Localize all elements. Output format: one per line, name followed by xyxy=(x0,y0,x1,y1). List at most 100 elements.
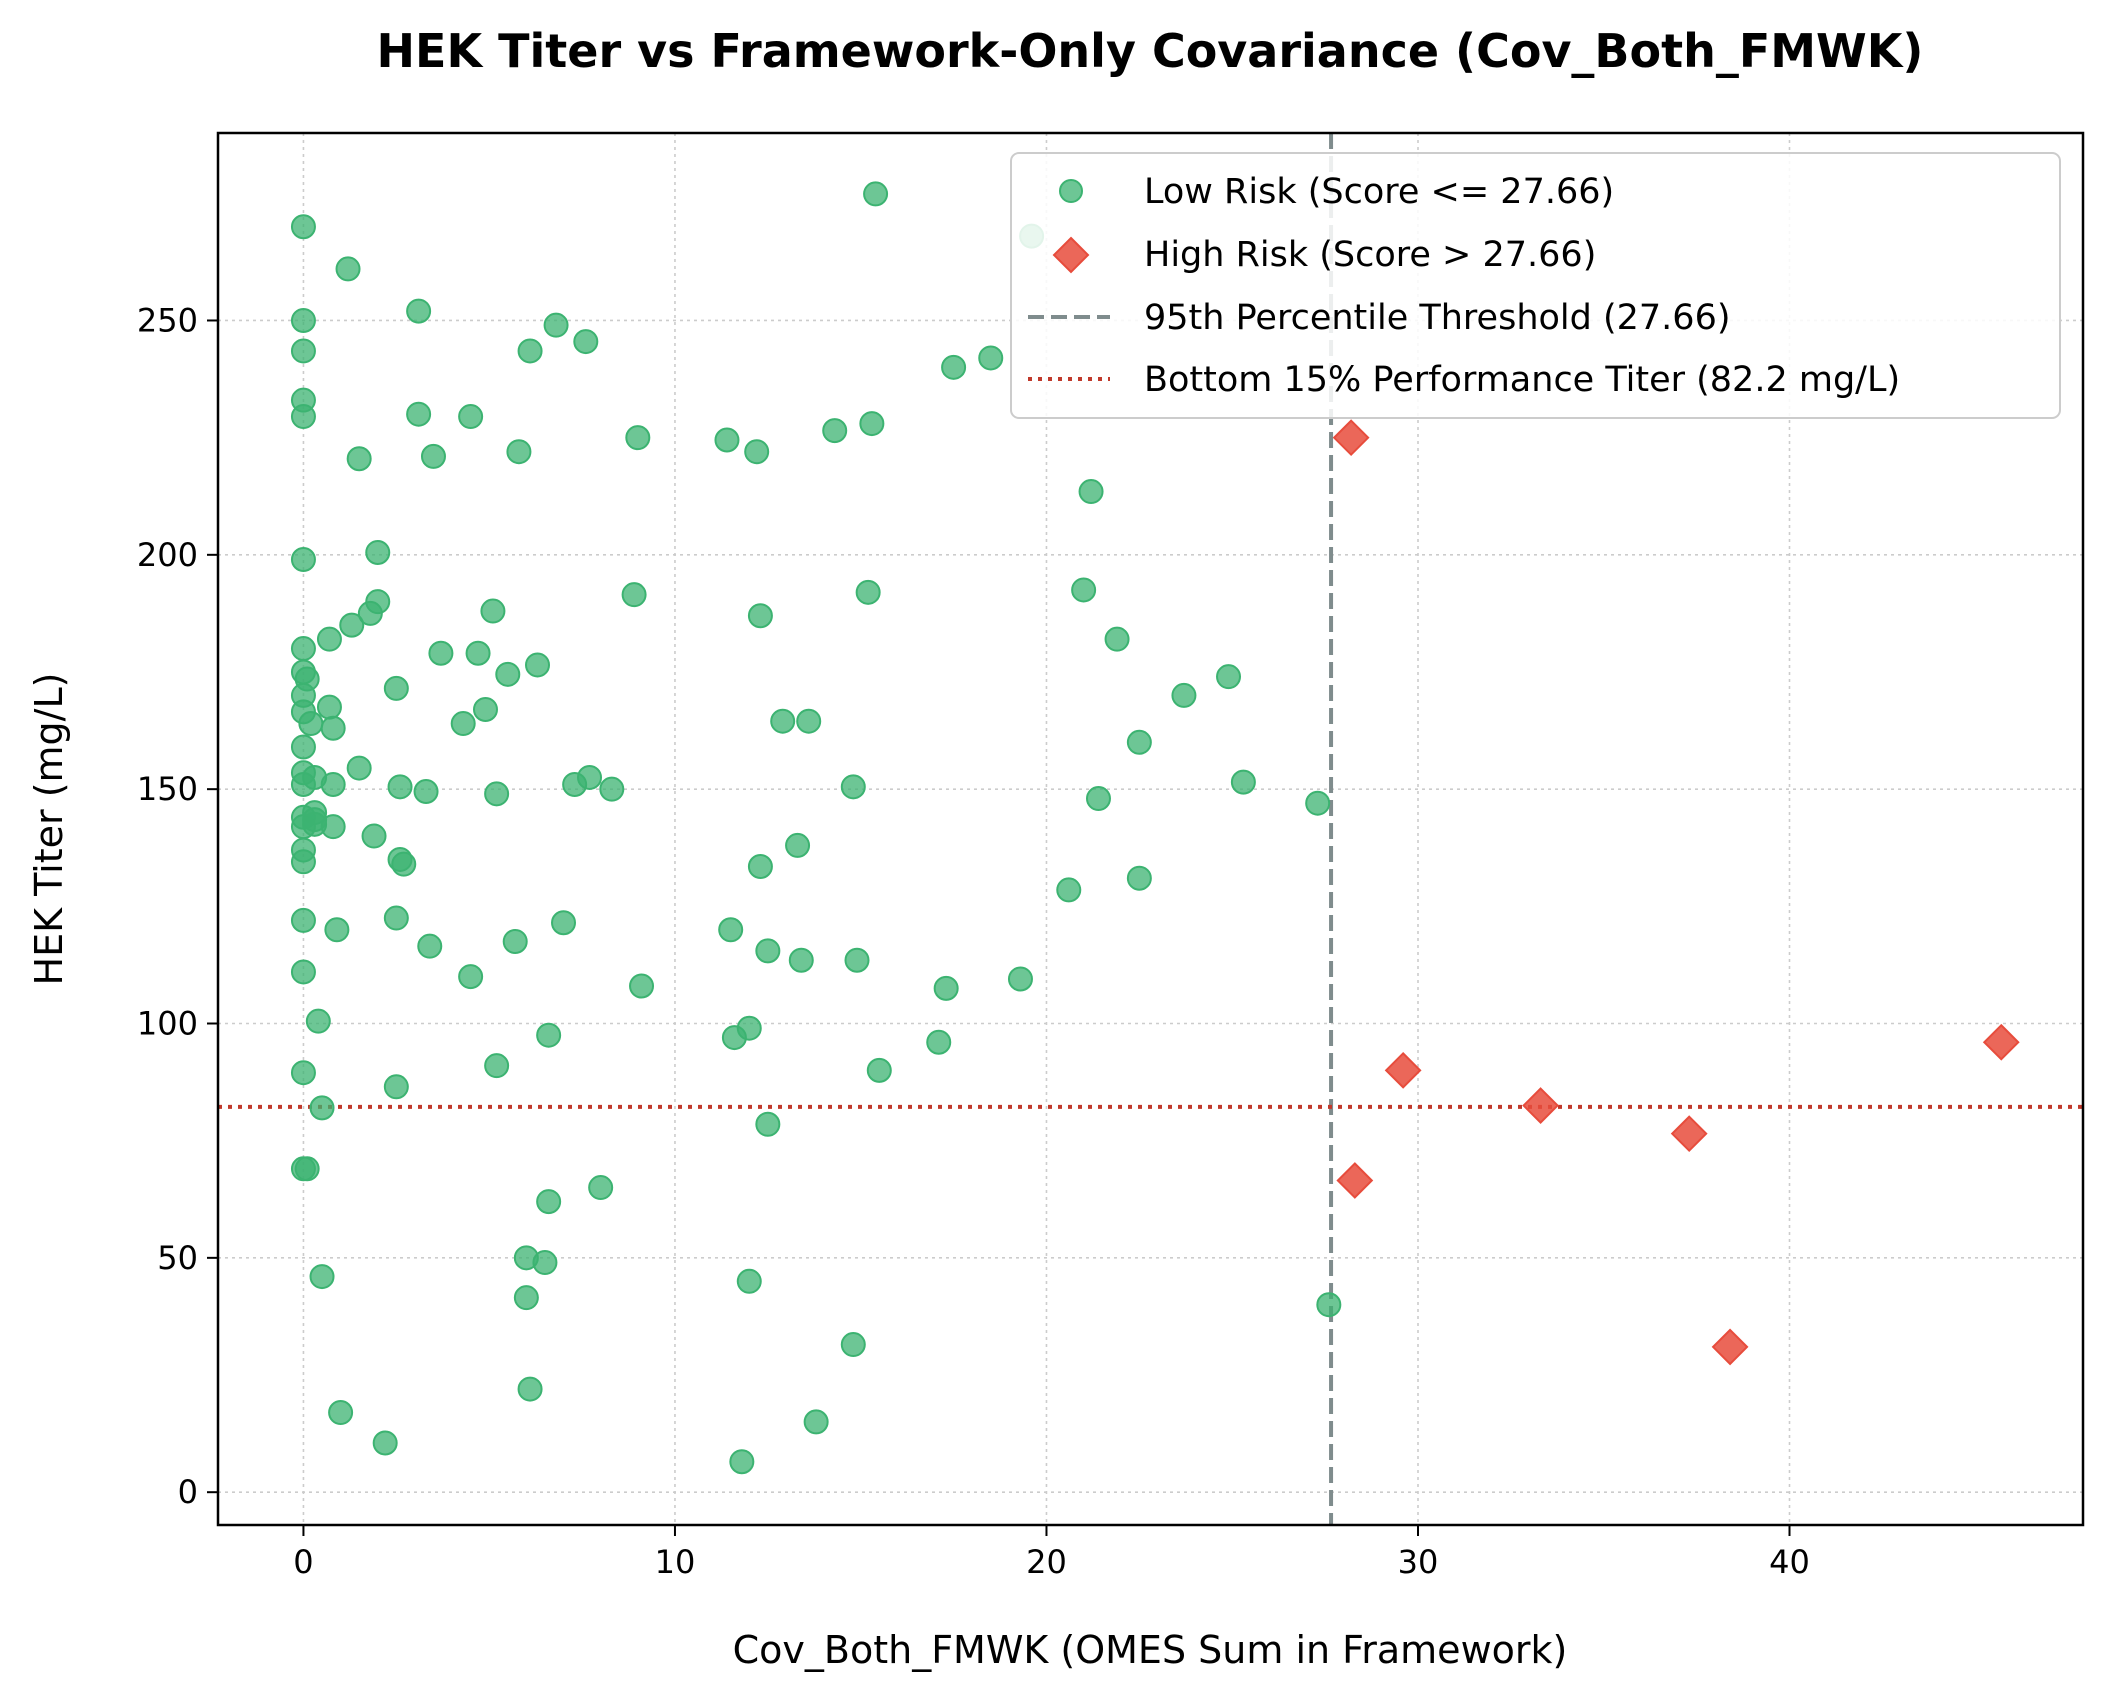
low-risk-point xyxy=(621,582,647,608)
low-risk-point xyxy=(1007,966,1033,992)
low-risk-point xyxy=(1085,786,1111,812)
low-risk-point xyxy=(290,959,316,985)
low-risk-point xyxy=(1104,626,1130,652)
low-risk-point xyxy=(543,312,569,338)
low-risk-point xyxy=(1171,682,1197,708)
low-risk-point xyxy=(736,1268,762,1294)
low-risk-point xyxy=(335,256,361,282)
legend-box xyxy=(1010,152,2061,419)
low-risk-point xyxy=(785,832,811,858)
low-risk-point xyxy=(346,446,372,472)
low-risk-point xyxy=(417,933,443,959)
low-risk-point xyxy=(744,439,770,465)
y-tick-label: 200 xyxy=(137,536,198,574)
x-axis-label: Cov_Both_FMWK (OMES Sum in Framework) xyxy=(733,1628,1568,1672)
high-risk-point xyxy=(1522,1087,1560,1124)
low-risk-point xyxy=(324,917,350,943)
low-risk-point xyxy=(387,774,413,800)
low-risk-point xyxy=(517,338,543,364)
low-risk-point xyxy=(365,539,391,565)
low-risk-point xyxy=(458,404,484,430)
low-risk-point xyxy=(406,401,432,427)
low-risk-point xyxy=(290,307,316,333)
low-risk-point xyxy=(391,851,417,877)
low-risk-point xyxy=(840,1332,866,1358)
low-risk-point xyxy=(290,636,316,662)
low-risk-point xyxy=(978,345,1004,371)
low-risk-point xyxy=(517,1376,543,1402)
low-risk-point xyxy=(290,404,316,430)
low-risk-point xyxy=(383,1074,409,1100)
low-risk-point xyxy=(290,547,316,573)
low-risk-point xyxy=(859,411,885,437)
low-risk-point xyxy=(290,849,316,875)
low-risk-point xyxy=(536,1022,562,1048)
high-risk-point xyxy=(1982,1023,2020,1061)
low-risk-point xyxy=(840,774,866,800)
y-axis-label: HEK Titer (mg/L) xyxy=(27,673,71,986)
low-risk-point xyxy=(714,427,740,453)
low-risk-point xyxy=(855,579,881,605)
low-risk-point xyxy=(346,755,372,781)
high-risk-point xyxy=(1384,1051,1422,1089)
high-risk-point xyxy=(1336,1162,1374,1199)
legend-label-bottom-titer: Bottom 15% Performance Titer (82.2 mg/L) xyxy=(1144,360,1900,400)
high-risk-point xyxy=(1670,1115,1708,1153)
low-risk-point xyxy=(577,764,603,790)
low-risk-point xyxy=(305,1008,331,1034)
low-risk-point xyxy=(933,975,959,1001)
legend-label-high-risk: High Risk (Score > 27.66) xyxy=(1144,235,1596,275)
legend-label-threshold: 95th Percentile Threshold (27.66) xyxy=(1144,298,1731,338)
low-risk-point xyxy=(383,675,409,701)
low-risk-point xyxy=(328,1400,354,1426)
low-risk-point xyxy=(1305,790,1331,816)
plot-frame xyxy=(216,131,2085,1527)
low-risk-point xyxy=(1078,479,1104,505)
low-risk-point xyxy=(472,696,498,722)
legend-label-low-risk: Low Risk (Score <= 27.66) xyxy=(1144,172,1614,212)
low-risk-point xyxy=(339,612,365,638)
low-risk-point xyxy=(484,781,510,807)
low-risk-point xyxy=(309,1095,335,1121)
low-risk-point xyxy=(1071,577,1097,603)
low-risk-point xyxy=(1126,865,1152,891)
low-risk-point xyxy=(803,1409,829,1435)
low-risk-point xyxy=(413,779,439,805)
x-tick-label: 0 xyxy=(293,1543,313,1581)
low-risk-point xyxy=(718,917,744,943)
low-risk-point xyxy=(729,1449,755,1475)
low-risk-point xyxy=(290,734,316,760)
low-risk-point xyxy=(747,603,773,629)
low-risk-point xyxy=(588,1175,614,1201)
low-risk-point xyxy=(1316,1292,1342,1318)
low-risk-point xyxy=(822,418,848,444)
low-risk-point xyxy=(361,823,387,849)
y-tick-label: 150 xyxy=(137,770,198,808)
x-tick-label: 30 xyxy=(1398,1543,1439,1581)
low-risk-point xyxy=(788,947,814,973)
low-risk-point xyxy=(372,1430,398,1456)
low-risk-point xyxy=(866,1057,892,1083)
low-risk-point xyxy=(309,1264,335,1290)
low-risk-point xyxy=(383,905,409,931)
low-risk-point xyxy=(320,814,346,840)
low-risk-point xyxy=(290,1060,316,1086)
low-risk-point xyxy=(844,947,870,973)
low-risk-point xyxy=(863,181,889,207)
low-risk-point xyxy=(450,711,476,737)
low-risk-point xyxy=(599,776,625,802)
low-risk-point xyxy=(532,1250,558,1276)
low-risk-point xyxy=(625,425,651,451)
low-risk-point xyxy=(495,661,521,687)
axis-ticks: 0 10 20 30 40 0 50 100 150 200 250 xyxy=(137,301,1810,1581)
low-risk-point xyxy=(290,338,316,364)
low-risk-point xyxy=(465,640,491,666)
low-risk-point xyxy=(736,1015,762,1041)
low-risk-point xyxy=(290,907,316,933)
legend-marker-high-risk xyxy=(1052,236,1090,274)
low-risk-point xyxy=(1230,769,1256,795)
low-risk-point xyxy=(290,214,316,240)
low-risk-point xyxy=(1056,877,1082,903)
x-tick-label: 40 xyxy=(1769,1543,1810,1581)
low-risk-point xyxy=(316,694,342,720)
